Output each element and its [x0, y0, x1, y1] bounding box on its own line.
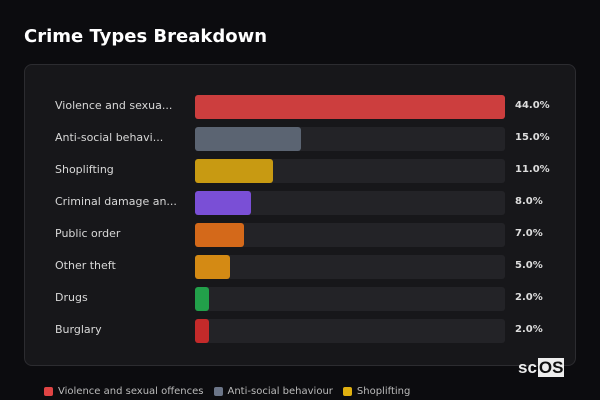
- bar-label: Other theft: [55, 259, 116, 272]
- bar-row: Other theft 5.0%: [25, 255, 575, 279]
- bar-value: 8.0%: [515, 196, 543, 207]
- bar-label: Shoplifting: [55, 163, 114, 176]
- bar: [195, 255, 231, 279]
- bar-row: Violence and sexua... 44.0%: [25, 95, 575, 119]
- bar-value: 44.0%: [515, 100, 550, 111]
- chart-card: Violence and sexua... 44.0% Anti-social b…: [24, 64, 576, 366]
- legend-label: Anti-social behaviour: [227, 386, 333, 397]
- bar-row: Drugs 2.0%: [25, 287, 575, 311]
- bar-label: Violence and sexua...: [55, 99, 173, 112]
- legend-swatch: [342, 387, 352, 396]
- scos-logo: sc OS: [517, 358, 565, 378]
- logo-part: sc: [518, 358, 537, 377]
- bar-row: Shoplifting 11.0%: [25, 159, 575, 183]
- bar-value: 2.0%: [515, 324, 543, 335]
- bar-label: Burglary: [55, 323, 102, 336]
- bar: [195, 191, 252, 215]
- bar-row: Burglary 2.0%: [25, 319, 575, 343]
- bar-label: Criminal damage an...: [55, 195, 177, 208]
- bar-row: Anti-social behavi... 15.0%: [25, 127, 575, 151]
- bar: [195, 287, 210, 311]
- bar-track: [195, 223, 505, 247]
- legend-swatch: [44, 387, 53, 396]
- legend-item: Shoplifting: [342, 386, 411, 397]
- bar-track: [195, 95, 505, 119]
- legend-label: Shoplifting: [356, 386, 411, 397]
- bar-track: [195, 159, 505, 183]
- logo-part: OS: [537, 358, 565, 377]
- legend-item: Anti-social behaviour: [213, 386, 333, 397]
- bar-value: 5.0%: [515, 260, 543, 271]
- bar-track: [195, 255, 505, 279]
- bar-value: 2.0%: [515, 292, 543, 303]
- bar-track: [195, 287, 505, 311]
- bar-label: Anti-social behavi...: [55, 131, 164, 144]
- bar: [195, 223, 245, 247]
- legend: Violence and sexual offences Anti-social …: [44, 386, 410, 397]
- legend-label: Violence and sexual offences: [58, 386, 204, 397]
- page-title: Crime Types Breakdown: [24, 26, 268, 47]
- bar-row: Criminal damage an... 8.0%: [25, 191, 575, 215]
- bar-label: Public order: [55, 227, 121, 240]
- bar-track: [195, 319, 505, 343]
- bar-value: 15.0%: [515, 132, 550, 143]
- bar: [195, 95, 505, 119]
- legend-item: Violence and sexual offences: [44, 386, 204, 397]
- bar-value: 11.0%: [515, 164, 550, 175]
- bar-label: Drugs: [55, 291, 88, 304]
- legend-swatch: [213, 387, 223, 396]
- bar: [195, 319, 210, 343]
- bar-row: Public order 7.0%: [25, 223, 575, 247]
- bar-value: 7.0%: [515, 228, 543, 239]
- bar: [195, 127, 301, 151]
- bar-track: [195, 191, 505, 215]
- bar: [195, 159, 273, 183]
- bar-track: [195, 127, 505, 151]
